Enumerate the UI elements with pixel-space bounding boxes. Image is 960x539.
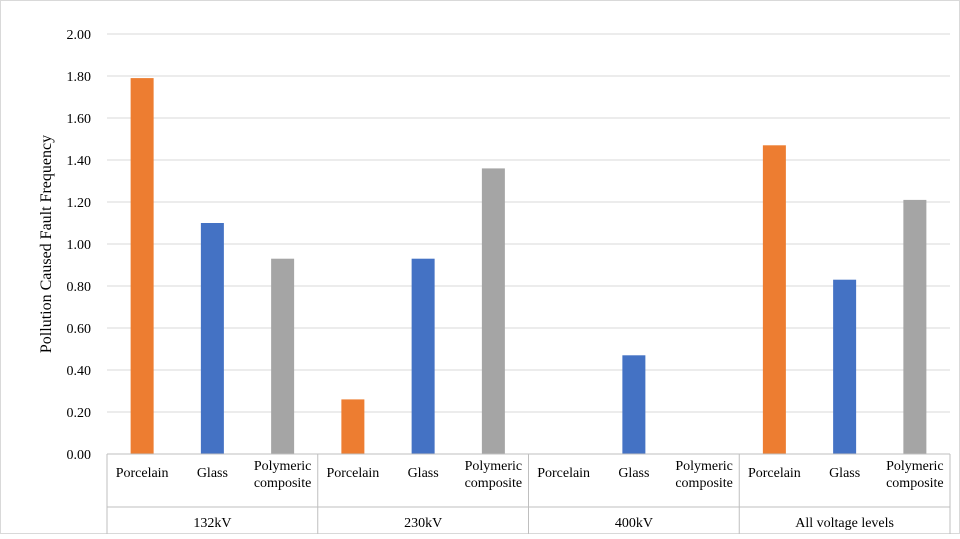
category-label: Porcelain (748, 466, 801, 481)
y-tick-label: 0.20 (67, 406, 92, 421)
bar (903, 199, 927, 454)
group-label: 132kV (193, 516, 231, 531)
y-tick-label: 1.00 (67, 238, 92, 253)
y-tick-label: 1.80 (67, 70, 92, 85)
bar (411, 258, 435, 454)
category-label: Porcelain (116, 466, 169, 481)
bars (130, 78, 927, 455)
bar (762, 145, 786, 455)
bar (200, 223, 224, 454)
category-label: composite (675, 476, 733, 491)
category-label: Polymeric (254, 459, 312, 474)
group-label: 230kV (404, 516, 442, 531)
category-label: Polymeric (886, 459, 944, 474)
category-label: Glass (618, 466, 649, 481)
y-tick-label: 0.80 (67, 280, 92, 295)
category-axis: Porcelain Glass Polymeric composite 132kV Por… (106, 453, 951, 534)
category-label: composite (465, 476, 523, 491)
category-label: Glass (408, 466, 439, 481)
bar (341, 399, 365, 454)
group-label: 400kV (615, 516, 653, 531)
bar (481, 168, 505, 454)
y-tick-label: 1.40 (67, 154, 92, 169)
y-tick-label: 2.00 (67, 28, 92, 43)
y-tick-label: 1.60 (67, 112, 92, 127)
y-tick-label: 1.20 (67, 196, 92, 211)
category-label: Polymeric (465, 459, 523, 474)
bar (833, 279, 857, 454)
category-label: Porcelain (326, 466, 379, 481)
group-label: All voltage levels (795, 516, 894, 531)
bar (271, 258, 295, 454)
y-tick-label: 0.00 (67, 448, 92, 463)
y-axis-title: Pollution Caused Fault Frequency (38, 135, 55, 353)
bar (622, 355, 646, 454)
y-tick-labels: 0.00 0.20 0.40 0.60 0.80 1.00 1.20 1.40 1.60 1.80… (67, 28, 92, 463)
y-tick-label: 0.60 (67, 322, 92, 337)
category-label: composite (254, 476, 312, 491)
category-label: Polymeric (675, 459, 733, 474)
y-tick-label: 0.40 (67, 364, 92, 379)
category-label: Glass (829, 466, 860, 481)
category-label: composite (886, 476, 944, 491)
category-label: Porcelain (537, 466, 590, 481)
category-label: Glass (197, 466, 228, 481)
bar (130, 78, 154, 454)
